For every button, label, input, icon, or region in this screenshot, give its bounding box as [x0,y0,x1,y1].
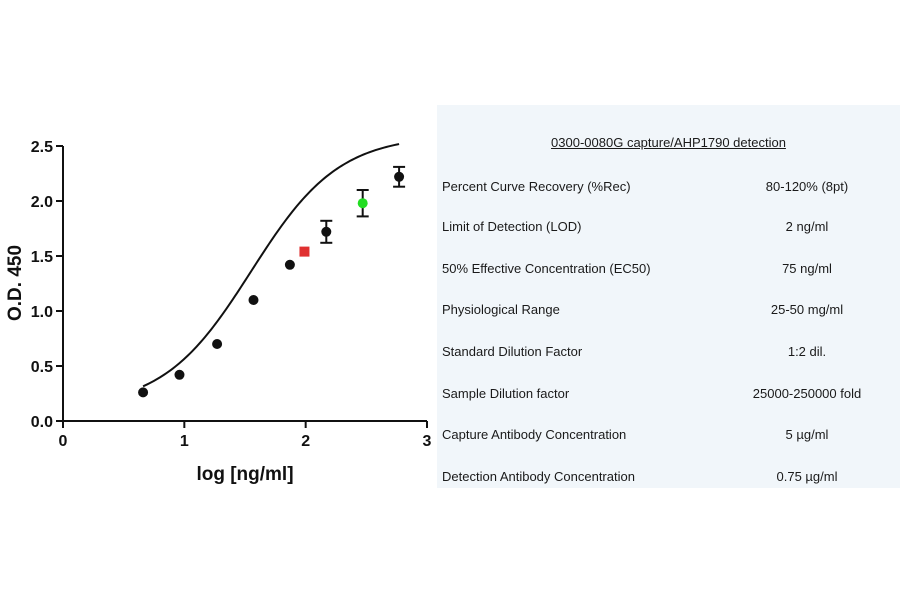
data-point [174,369,185,380]
y-tick-label: 1.5 [31,249,53,266]
row-label: Physiological Range [442,302,560,317]
assay-info-table: 0300-0080G capture/AHP1790 detection Per… [437,105,900,488]
row-value: 0.75 µg/ml [776,469,838,484]
row-value: 1:2 dil. [787,344,827,359]
x-tick-label: 0 [59,433,68,450]
x-tick-label: 1 [180,433,189,450]
fit-curve [142,143,400,388]
table-row: Standard Dilution Factor 1:2 dil. [437,344,900,364]
table-row: Percent Curve Recovery (%Rec) 80-120% (8… [437,179,900,199]
data-point [299,246,310,257]
table-row: Physiological Range 25-50 mg/ml [437,302,900,322]
row-value: 25000-250000 fold [752,386,862,401]
axes [56,145,428,428]
y-tick-label: 2.0 [31,194,53,211]
table-row: Capture Antibody Concentration 5 µg/ml [437,427,900,447]
table-row: 50% Effective Concentration (EC50) 75 ng… [437,261,900,281]
tick-labels: 0 1 2 3 0.0 0.5 1.0 1.5 2.0 2.5 [31,139,432,450]
data-point [321,226,332,237]
row-value: 25-50 mg/ml [770,302,844,317]
standard-curve-chart: 0 1 2 3 0.0 0.5 1.0 1.5 2.0 2.5 log [ng/ml] O.D. … [5,139,432,485]
data-point [394,171,405,182]
data-point [212,339,223,349]
y-tick-label: 2.5 [31,139,53,156]
row-label: Limit of Detection (LOD) [442,219,582,234]
y-axis-title: O.D. 450 [5,245,26,321]
row-label: Percent Curve Recovery (%Rec) [442,179,631,194]
x-tick-label: 3 [423,433,432,450]
row-value: 2 ng/ml [785,219,829,234]
y-tick-label: 0.5 [31,359,53,376]
data-point [138,387,149,398]
x-tick-label: 2 [301,433,310,450]
table-row: Limit of Detection (LOD) 2 ng/ml [437,219,900,239]
row-value: 75 ng/ml [782,261,832,276]
table-title: 0300-0080G capture/AHP1790 detection [551,135,786,150]
data-point [248,295,259,305]
table-row: Sample Dilution factor 25000-250000 fold [437,386,900,406]
y-tick-label: 1.0 [31,304,53,321]
row-label: Capture Antibody Concentration [442,427,627,442]
table-row: Detection Antibody Concentration 0.75 µg… [437,469,900,489]
data-point [357,198,368,209]
data-points [138,165,406,398]
row-label: Detection Antibody Concentration [442,469,635,484]
y-tick-label: 0.0 [31,414,53,431]
data-point [284,259,295,270]
row-label: Standard Dilution Factor [442,344,583,359]
row-value: 80-120% (8pt) [765,179,849,194]
row-value: 5 µg/ml [785,427,829,442]
row-label: 50% Effective Concentration (EC50) [442,261,651,276]
row-label: Sample Dilution factor [442,386,570,401]
x-axis-title: log [ng/ml] [196,464,293,485]
